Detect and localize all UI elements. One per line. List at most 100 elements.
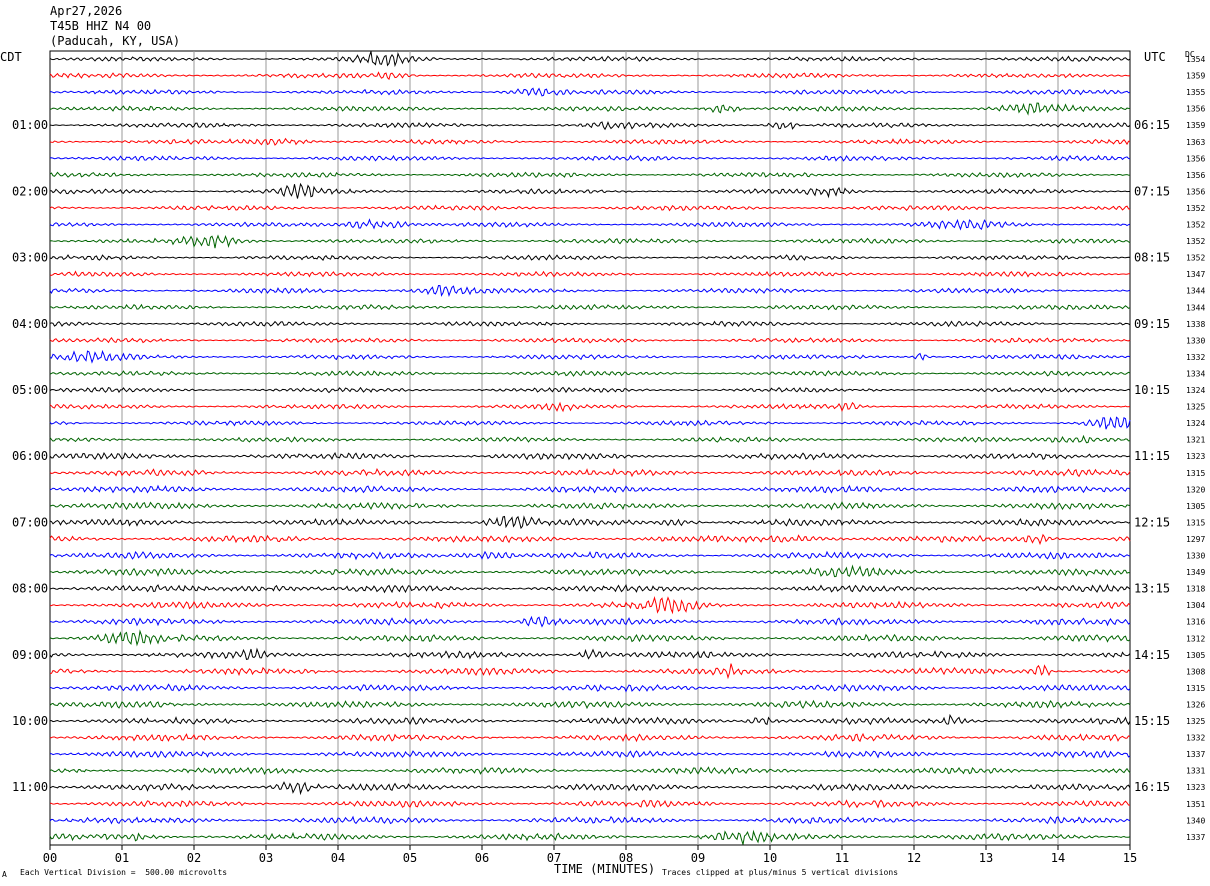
dc-offset-label: 1352 xyxy=(1186,254,1205,263)
dc-offset-label: 1308 xyxy=(1186,667,1205,676)
dc-column-label: DC xyxy=(1185,50,1195,59)
dc-offset-label: 1356 xyxy=(1186,187,1205,196)
left-timezone-label: CDT xyxy=(0,50,22,64)
dc-offset-label: 1359 xyxy=(1186,121,1205,130)
utc-hour-label: 13:15 xyxy=(1134,582,1170,596)
dc-offset-label: 1356 xyxy=(1186,105,1205,114)
seismic-trace xyxy=(49,629,1131,647)
dc-offset-label: 1352 xyxy=(1186,237,1205,246)
x-tick-label: 15 xyxy=(1123,851,1137,865)
seismic-trace xyxy=(49,467,1131,478)
seismic-trace xyxy=(49,550,1131,561)
dc-offset-label: 1356 xyxy=(1186,171,1205,180)
seismic-trace xyxy=(49,533,1131,546)
dc-offset-label: 1349 xyxy=(1186,568,1205,577)
cdt-hour-label: 06:00 xyxy=(12,449,48,463)
dc-offset-label: 1320 xyxy=(1186,485,1205,494)
seismic-trace xyxy=(49,204,1131,212)
seismic-trace xyxy=(49,781,1131,796)
dc-offset-label: 1337 xyxy=(1186,750,1205,759)
seismic-trace xyxy=(49,154,1131,162)
seismic-trace xyxy=(49,370,1131,377)
corner-mark: A xyxy=(2,870,7,879)
x-tick-label: 03 xyxy=(259,851,273,865)
utc-hour-label: 06:15 xyxy=(1134,118,1170,132)
seismic-trace xyxy=(49,451,1131,461)
dc-offset-label: 1352 xyxy=(1186,221,1205,230)
x-tick-label: 01 xyxy=(115,851,129,865)
dc-offset-label: 1352 xyxy=(1186,204,1205,213)
x-tick-label: 13 xyxy=(979,851,993,865)
dc-offset-label: 1326 xyxy=(1186,700,1205,709)
cdt-hour-label: 02:00 xyxy=(12,184,48,198)
x-tick-label: 12 xyxy=(907,851,921,865)
dc-offset-label: 1331 xyxy=(1186,767,1205,776)
dc-offset-label: 1321 xyxy=(1186,436,1205,445)
cdt-hour-label: 11:00 xyxy=(12,780,48,794)
dc-offset-label: 1323 xyxy=(1186,783,1205,792)
seismic-trace xyxy=(49,386,1131,394)
seismic-trace xyxy=(49,51,1131,68)
dc-offset-label: 1304 xyxy=(1186,601,1205,610)
seismic-trace xyxy=(49,699,1131,710)
dc-offset-label: 1312 xyxy=(1186,634,1205,643)
location-label: (Paducah, KY, USA) xyxy=(50,34,181,48)
seismic-trace xyxy=(49,615,1131,628)
seismic-trace xyxy=(49,647,1131,660)
seismic-trace xyxy=(49,713,1131,726)
seismic-trace xyxy=(49,750,1131,759)
plot-frame xyxy=(49,50,1131,846)
x-tick-label: 10 xyxy=(763,851,777,865)
x-tick-label: 05 xyxy=(403,851,417,865)
utc-hour-label: 15:15 xyxy=(1134,714,1170,728)
seismic-trace xyxy=(49,663,1131,680)
dc-offset-label: 1334 xyxy=(1186,369,1205,378)
seismic-trace xyxy=(49,182,1131,199)
dc-offset-label: 1315 xyxy=(1186,469,1205,478)
dc-offset-label: 1354 xyxy=(1186,55,1205,64)
station-label: T45B HHZ N4 00 xyxy=(50,19,152,33)
seismic-trace xyxy=(49,416,1131,430)
seismic-trace xyxy=(49,434,1131,444)
x-tick-label: 04 xyxy=(331,851,345,865)
dc-offset-label: 1325 xyxy=(1186,403,1205,412)
seismic-trace xyxy=(49,401,1131,413)
x-tick-label: 02 xyxy=(187,851,201,865)
dc-offset-label: 1344 xyxy=(1186,303,1205,312)
utc-hour-label: 08:15 xyxy=(1134,251,1170,265)
dc-offset-label: 1324 xyxy=(1186,419,1205,428)
seismic-trace xyxy=(49,766,1131,776)
x-tick-label: 09 xyxy=(691,851,705,865)
seismic-trace xyxy=(49,234,1131,249)
seismic-trace xyxy=(49,171,1131,179)
x-tick-label: 11 xyxy=(835,851,849,865)
seismic-trace xyxy=(49,137,1131,146)
utc-hour-label: 07:15 xyxy=(1134,184,1170,198)
date-label: Apr27,2026 xyxy=(50,4,123,18)
cdt-hour-label: 04:00 xyxy=(12,317,48,331)
seismic-trace xyxy=(49,71,1131,81)
dc-offset-label: 1324 xyxy=(1186,386,1205,395)
dc-offset-label: 1305 xyxy=(1186,651,1205,660)
cdt-hour-label: 03:00 xyxy=(12,251,48,265)
seismic-trace xyxy=(49,583,1131,594)
x-axis-label: TIME (MINUTES) xyxy=(554,862,656,876)
dc-offset-label: 1330 xyxy=(1186,336,1205,345)
cdt-hour-label: 05:00 xyxy=(12,383,48,397)
seismic-trace xyxy=(49,270,1131,278)
dc-offset-label: 1351 xyxy=(1186,800,1205,809)
dc-offset-label: 1332 xyxy=(1186,353,1205,362)
seismic-trace xyxy=(49,284,1131,298)
cdt-hour-label: 07:00 xyxy=(12,515,48,529)
seismic-trace xyxy=(49,501,1131,511)
seismic-trace xyxy=(49,303,1131,311)
dc-offset-label: 1340 xyxy=(1186,816,1205,825)
dc-offset-label: 1332 xyxy=(1186,734,1205,743)
dc-offset-label: 1347 xyxy=(1186,270,1205,279)
seismic-trace xyxy=(49,564,1131,578)
utc-hour-label: 11:15 xyxy=(1134,449,1170,463)
seismic-trace xyxy=(49,484,1131,494)
dc-offset-label: 1330 xyxy=(1186,552,1205,561)
seismic-trace xyxy=(49,515,1131,530)
